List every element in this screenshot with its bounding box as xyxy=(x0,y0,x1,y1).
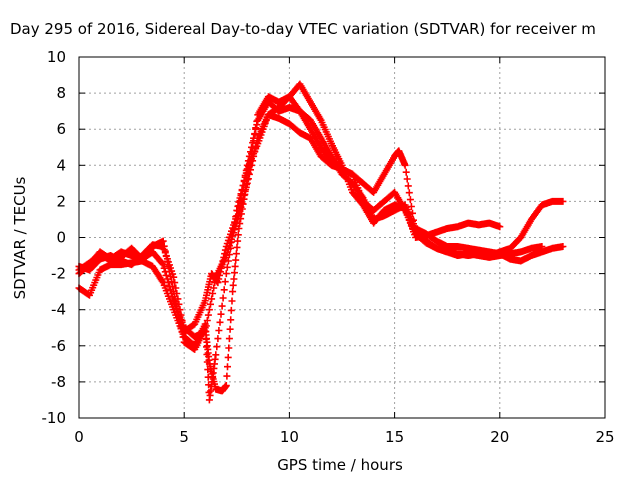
x-tick-label: 5 xyxy=(179,428,189,446)
x-tick-label: 10 xyxy=(280,428,299,446)
x-tick-label: 20 xyxy=(490,428,509,446)
y-tick-label: 2 xyxy=(56,192,66,210)
plot-border xyxy=(78,56,606,419)
y-tick-label: -10 xyxy=(42,409,67,427)
y-tick-label: -8 xyxy=(51,373,66,391)
x-tick-label: 0 xyxy=(74,428,84,446)
series-markers xyxy=(75,80,504,341)
grid-lines xyxy=(79,57,605,418)
series-trace-1 xyxy=(75,98,567,335)
x-axis-label: GPS time / hours xyxy=(277,456,403,474)
y-tick-label: 6 xyxy=(56,120,66,138)
y-axis-label: SDTVAR / TECUs xyxy=(11,176,29,300)
chart-title: Day 295 of 2016, Sidereal Day-to-day VTE… xyxy=(10,20,596,38)
y-tick-label: 10 xyxy=(47,48,66,66)
x-tick-label: 25 xyxy=(595,428,614,446)
y-tick-label: -4 xyxy=(51,301,66,319)
y-tick-label: 8 xyxy=(56,84,66,102)
x-tick-label: 15 xyxy=(385,428,404,446)
y-tick-label: 0 xyxy=(56,229,66,247)
axis-ticks: 0 5 10 15 20 25 -10 -8 -6 -4 -2 0 2 4 6 8 10 xyxy=(42,48,615,446)
series-trace-4 xyxy=(75,80,504,341)
y-tick-label: -6 xyxy=(51,337,66,355)
y-tick-label: 4 xyxy=(56,156,66,174)
y-tick-label: -2 xyxy=(51,265,66,283)
series-markers xyxy=(75,98,567,335)
